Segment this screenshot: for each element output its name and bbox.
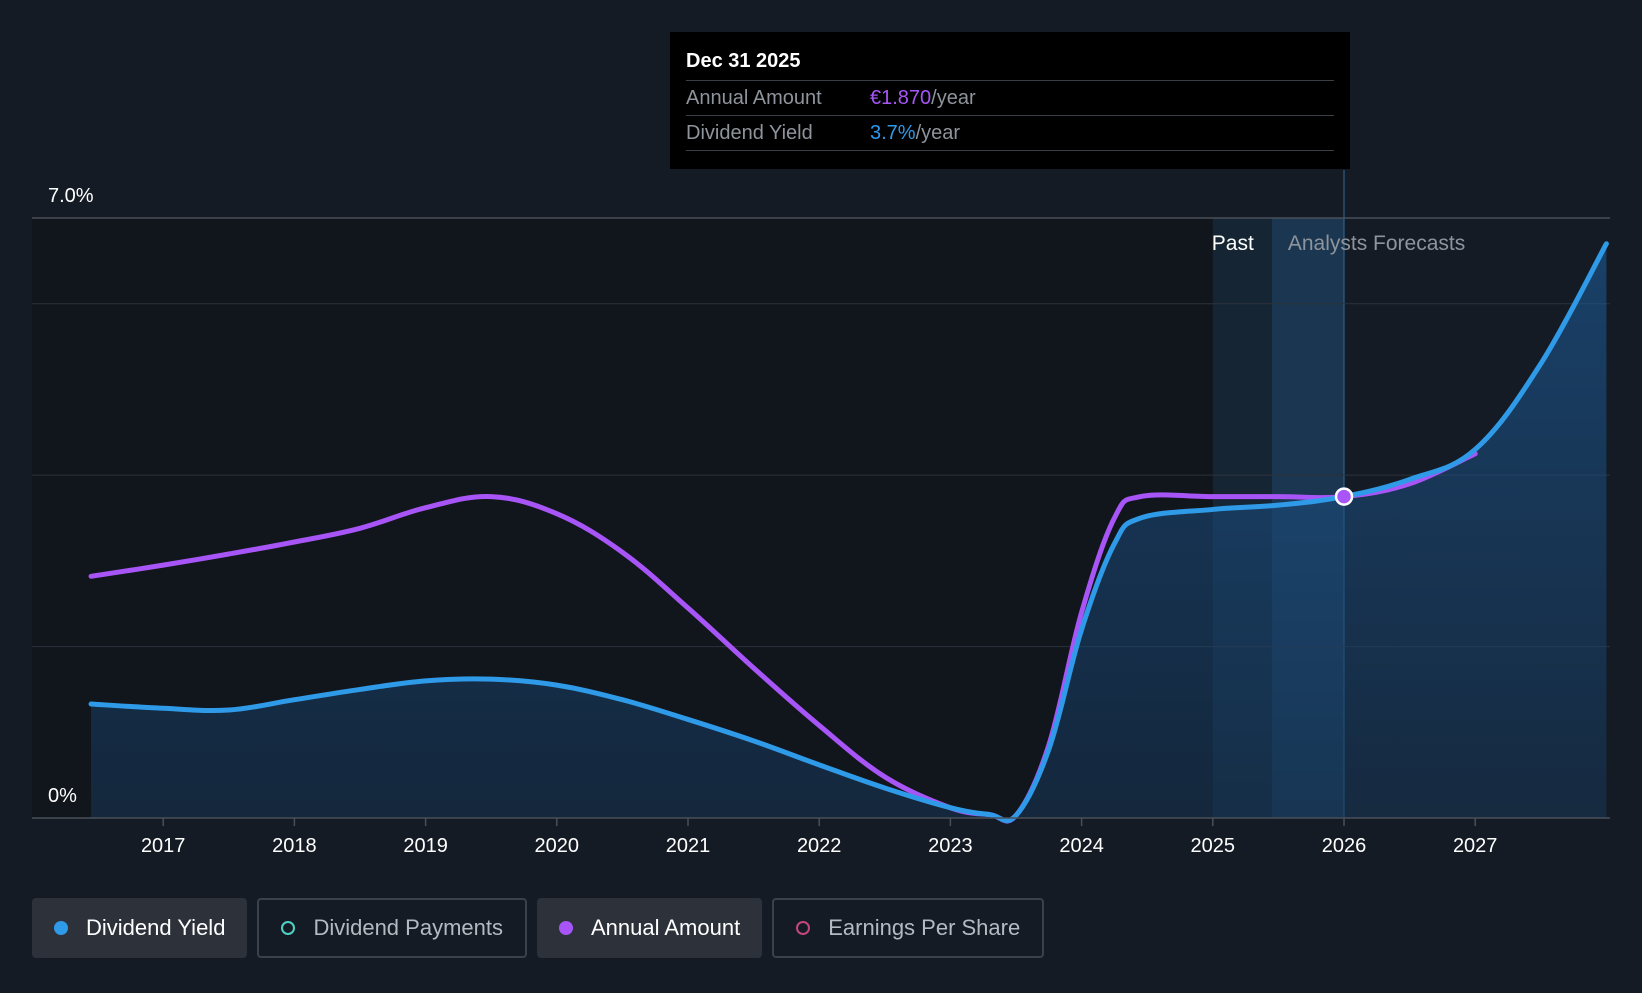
x-tick-label: 2019: [403, 835, 448, 857]
legend-annual-amount[interactable]: Annual Amount: [536, 898, 763, 958]
tooltip-annual-label: Annual Amount: [686, 87, 822, 109]
x-tick-label: 2026: [1322, 835, 1367, 857]
chart-legend: Dividend Yield Dividend Payments Annual …: [32, 898, 1045, 958]
legend-dot-icon: [54, 921, 68, 935]
tooltip-annual-value: €1.870: [870, 87, 932, 109]
x-tick-label: 2023: [928, 835, 973, 857]
y-tick-label: 0%: [48, 785, 77, 807]
legend-label: Earnings Per Share: [828, 915, 1021, 940]
tooltip-date: Dec 31 2025: [686, 46, 1334, 81]
x-tick-label: 2022: [797, 835, 842, 857]
legend-earnings-per-share[interactable]: Earnings Per Share: [772, 898, 1045, 958]
dividend-yield-area: [91, 243, 1607, 821]
legend-label: Dividend Yield: [86, 915, 226, 940]
past-label: Past: [1212, 232, 1254, 255]
legend-dot-icon: [558, 921, 573, 935]
legend-ring-icon: [796, 921, 811, 935]
x-tick-label: 2025: [1191, 835, 1236, 857]
tooltip-yield-row: Dividend Yield 3.7% /year: [686, 116, 1334, 151]
x-tick-label: 2020: [535, 835, 580, 857]
legend-dividend-payments[interactable]: Dividend Payments: [257, 898, 527, 958]
x-tick-label: 2017: [141, 835, 186, 857]
x-tick-label: 2024: [1059, 835, 1104, 857]
forecast-label: Analysts Forecasts: [1288, 232, 1465, 255]
legend-ring-icon: [281, 921, 296, 935]
tooltip-yield-label: Dividend Yield: [686, 122, 813, 144]
chart-tooltip: Dec 31 2025 Annual Amount €1.870 /year D…: [670, 32, 1350, 169]
x-tick-label: 2018: [272, 835, 317, 857]
legend-dividend-yield[interactable]: Dividend Yield: [32, 898, 248, 958]
legend-label: Annual Amount: [590, 915, 741, 940]
legend-label: Dividend Payments: [313, 915, 503, 940]
tooltip-annual-unit: /year: [931, 87, 976, 109]
highlight-point: [1334, 487, 1354, 506]
annual-amount-line: [88, 451, 1478, 824]
x-tick-label: 2027: [1453, 835, 1498, 857]
tooltip-annual-row: Annual Amount €1.870 /year: [686, 81, 1334, 116]
y-tick-label: 7.0%: [48, 185, 94, 207]
tooltip-yield-value: 3.7%: [870, 122, 916, 144]
tooltip-yield-unit: /year: [915, 122, 961, 144]
x-tick-label: 2021: [666, 835, 711, 857]
